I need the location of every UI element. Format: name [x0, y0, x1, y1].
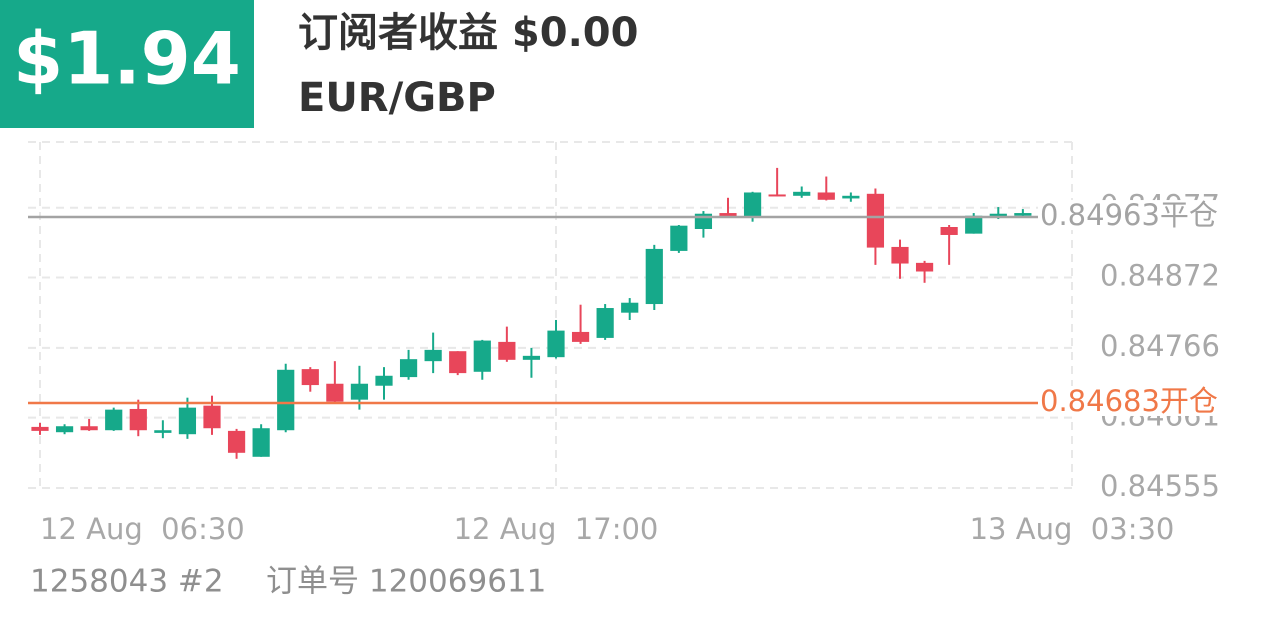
candle-body — [105, 409, 123, 431]
candle-body — [399, 359, 418, 378]
candle-body — [154, 430, 172, 433]
candle-body — [571, 331, 590, 342]
candle-body — [252, 428, 270, 457]
reference-label-bg — [1038, 385, 1228, 416]
candle-body — [424, 349, 442, 362]
y-tick-label: 0.84872 — [1100, 258, 1220, 292]
candle-body — [670, 225, 688, 251]
candle-body — [277, 369, 295, 431]
candle-body — [473, 340, 491, 372]
profit-box — [0, 0, 254, 128]
candle-body — [375, 375, 393, 386]
x-tick-label: 12 Aug 06:30 — [40, 512, 245, 546]
x-tick-label: 13 Aug 03:30 — [970, 512, 1175, 546]
candle-body — [350, 383, 369, 400]
candle-body — [768, 194, 786, 197]
candle-body — [596, 308, 614, 338]
candle-body — [621, 302, 639, 313]
candle-body — [547, 330, 565, 358]
symbol: EUR/GBP — [298, 75, 496, 121]
candle-body — [449, 351, 467, 374]
candle-body — [817, 192, 835, 200]
candle-body — [80, 426, 98, 431]
candle-body — [203, 405, 221, 429]
subscriber-profit: 订阅者收益 $0.00 — [298, 10, 638, 56]
candle-body — [31, 426, 49, 431]
account-id: 1258043 #2 — [30, 564, 224, 600]
candle-body — [55, 426, 74, 433]
candle-body — [498, 341, 516, 360]
reference-label: 0.84963平仓 — [1040, 198, 1218, 232]
candle-body — [719, 213, 737, 218]
candle-body — [891, 246, 909, 264]
candle-body — [129, 408, 147, 431]
candle-body — [1014, 213, 1032, 216]
order-number: 订单号 120069611 — [266, 564, 546, 600]
reference-label: 0.84683开仓 — [1040, 384, 1218, 418]
candle-body — [301, 369, 319, 386]
profit-amount: $1.94 — [13, 17, 241, 101]
candle-body — [989, 213, 1007, 218]
candle-body — [178, 407, 197, 435]
x-tick-label: 12 Aug 17:00 — [454, 512, 659, 546]
candle-body — [915, 262, 934, 272]
candle-body — [326, 383, 344, 402]
y-tick-label: 0.84766 — [1100, 329, 1220, 363]
candle-body — [965, 215, 983, 234]
candle-body — [793, 191, 811, 196]
candle-body — [522, 355, 541, 360]
candle-body — [842, 195, 860, 199]
y-tick-label: 0.84555 — [1100, 469, 1220, 503]
reference-label-bg — [1038, 200, 1228, 231]
candle-body — [866, 193, 885, 248]
candle-body — [940, 227, 958, 235]
candle-body — [645, 248, 663, 305]
candle-body — [227, 430, 246, 453]
candle-body — [743, 192, 762, 218]
